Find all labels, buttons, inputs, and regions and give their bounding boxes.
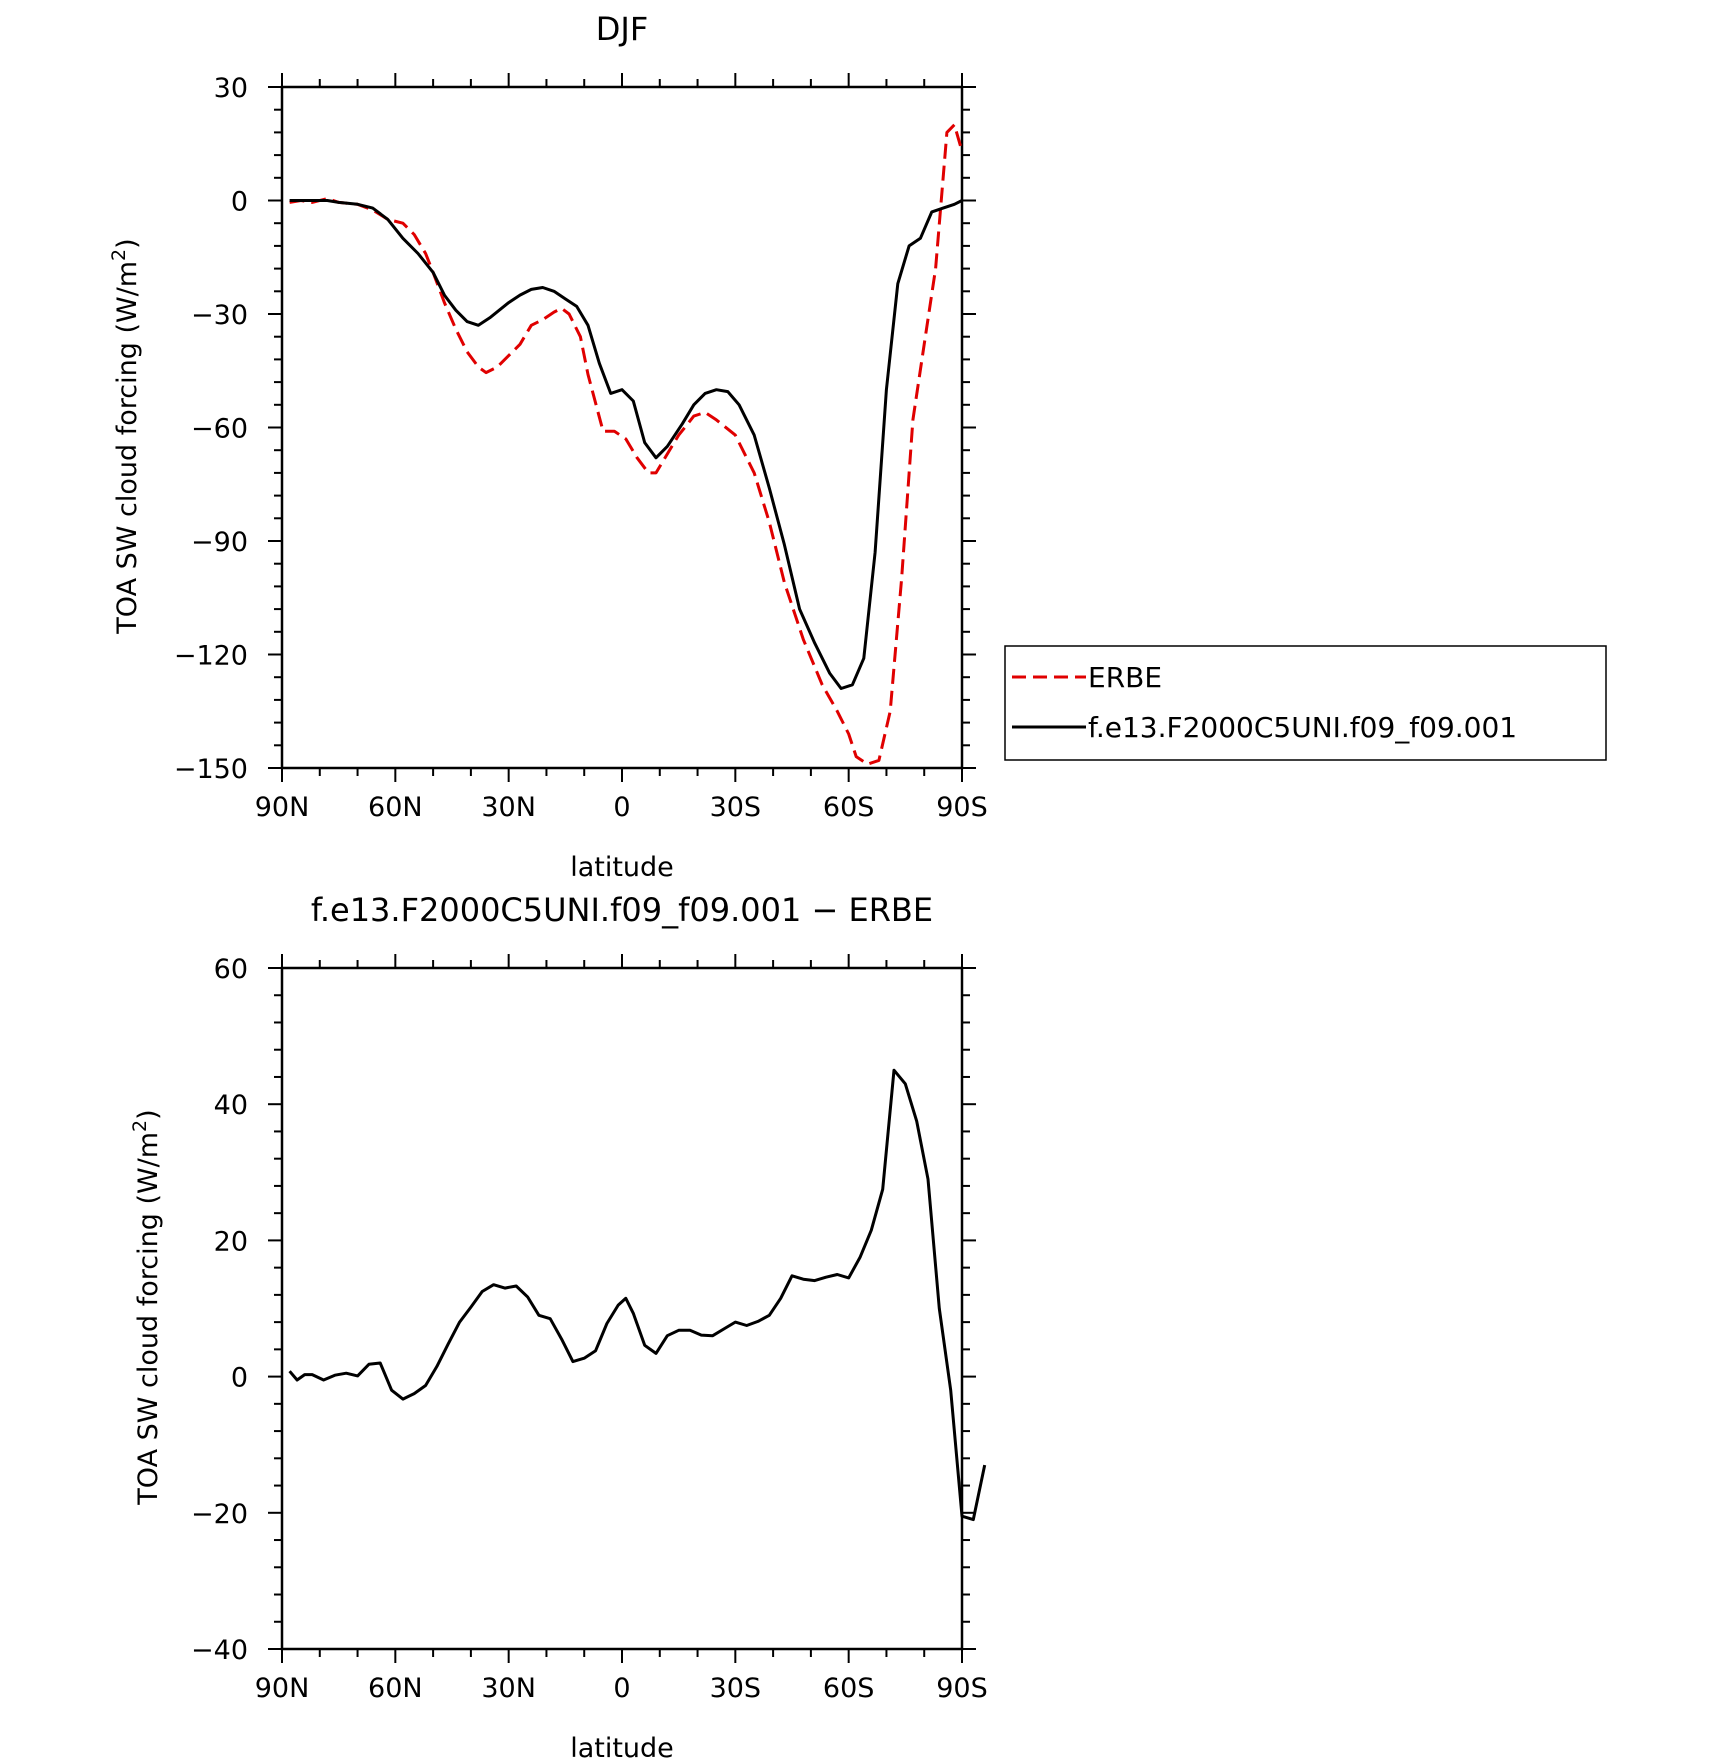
- series-line-difference: [288, 1068, 987, 1522]
- x-axis-title: latitude: [570, 1733, 674, 1762]
- x-tick-label: 60N: [368, 1673, 423, 1704]
- x-tick-label: 90N: [255, 1673, 310, 1704]
- y-tick-label: −20: [191, 1499, 248, 1530]
- x-tick-label: 60N: [368, 792, 423, 823]
- y-tick-label: −90: [191, 527, 248, 558]
- y-tick-label: −40: [191, 1635, 248, 1666]
- plot-title: DJF: [596, 10, 648, 48]
- legend-box: [1004, 645, 1607, 761]
- series-layer: [288, 1068, 987, 1522]
- y-axis-title-sup: 2: [129, 1120, 151, 1132]
- x-tick-label: 90S: [936, 1673, 988, 1704]
- y-tick-label: 20: [214, 1226, 248, 1257]
- y-axis-title-close: ): [133, 1109, 164, 1120]
- legend: ERBE f.e13.F2000C5UNI.f09_f09.001: [1004, 645, 1607, 761]
- series-line-erbe: [289, 123, 964, 766]
- y-tick-label: 40: [214, 1090, 248, 1121]
- y-tick-label: 0: [231, 1363, 248, 1394]
- x-axis-title: latitude: [570, 852, 674, 883]
- x-tick-label: 30N: [481, 1673, 536, 1704]
- y-tick-label: −60: [191, 414, 248, 445]
- y-tick-label: −30: [191, 300, 248, 331]
- y-axis-title: TOA SW cloud forcing (W/m2): [108, 238, 143, 634]
- x-tick-label: 60S: [823, 792, 875, 823]
- panel-difference: f.e13.F2000C5UNI.f09_f09.001 − ERBE 90N 6…: [129, 891, 988, 1762]
- x-tick-label: 30S: [710, 792, 762, 823]
- axis-ticks: 90N 60N 30N 0 30S 60S 90S 60 40 20 0 −20 −40: [191, 954, 988, 1704]
- y-tick-label: 60: [214, 954, 248, 985]
- y-tick-label: 30: [214, 73, 248, 104]
- plot-frame: [280, 966, 964, 1651]
- y-tick-label: −120: [174, 641, 248, 672]
- plot-title: f.e13.F2000C5UNI.f09_f09.001 − ERBE: [311, 891, 933, 929]
- x-tick-label: 90S: [936, 792, 988, 823]
- y-tick-label: 0: [231, 187, 248, 218]
- y-axis-title: TOA SW cloud forcing (W/m2): [129, 1109, 164, 1505]
- y-axis-title-sup: 2: [108, 249, 130, 261]
- series-line-f-e13-f2000c5uni-f09-f09-001: [289, 199, 963, 690]
- x-tick-label: 0: [613, 1673, 630, 1704]
- x-tick-label: 0: [613, 792, 630, 823]
- y-tick-label: −150: [174, 754, 248, 785]
- legend-label-erbe: ERBE: [1088, 661, 1162, 694]
- y-axis-title-main: TOA SW cloud forcing (W/m: [133, 1132, 164, 1506]
- x-tick-label: 60S: [823, 1673, 875, 1704]
- legend-label-model: f.e13.F2000C5UNI.f09_f09.001: [1088, 711, 1517, 744]
- series-layer: [289, 123, 964, 766]
- x-tick-label: 90N: [255, 792, 310, 823]
- y-axis-title-close: ): [112, 238, 143, 249]
- y-axis-title-main: TOA SW cloud forcing (W/m: [112, 261, 143, 635]
- panel-djf: DJF 90N 60N 30N 0 30S 60S 90S 30 0 −30 −60 −90 −120 −…: [108, 10, 988, 883]
- axis-ticks: 90N 60N 30N 0 30S 60S 90S 30 0 −30 −60 −90 −120 −150: [174, 73, 988, 823]
- x-tick-label: 30N: [481, 792, 536, 823]
- x-tick-label: 30S: [710, 1673, 762, 1704]
